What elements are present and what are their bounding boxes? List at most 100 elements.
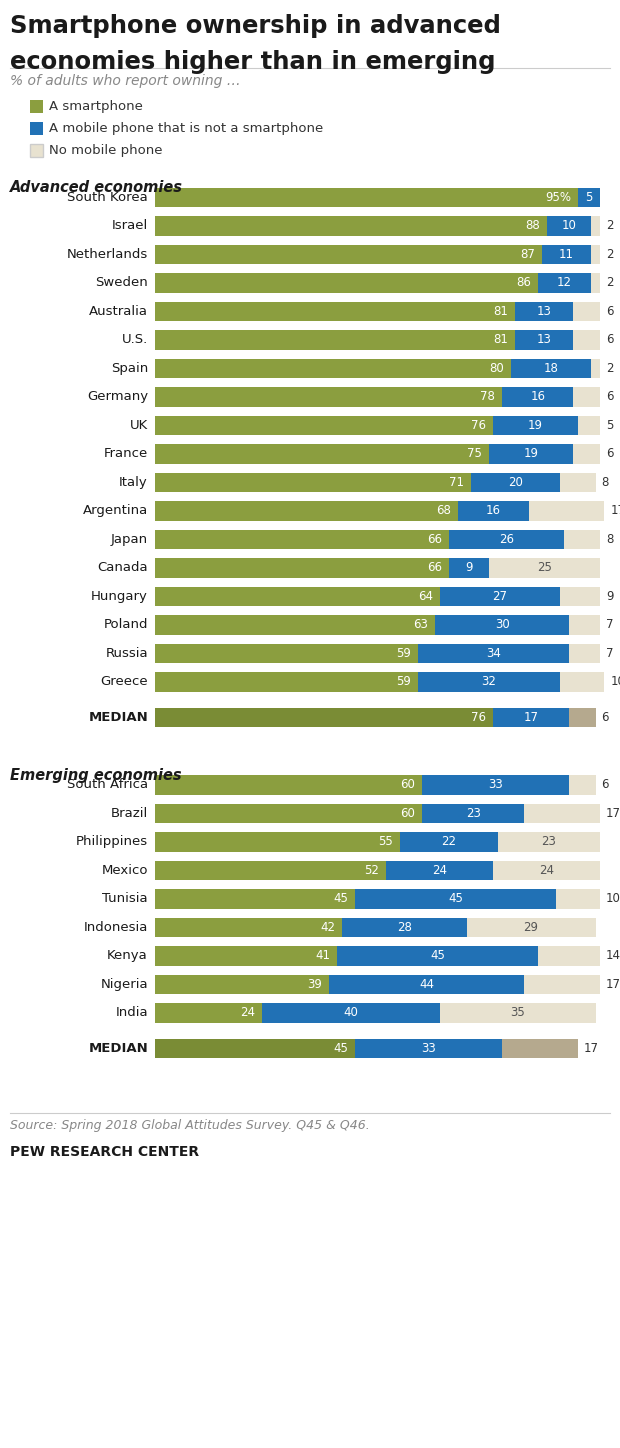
Text: 41: 41: [316, 950, 330, 963]
Bar: [515, 301, 574, 321]
Bar: [502, 1038, 578, 1058]
Text: Brazil: Brazil: [111, 807, 148, 820]
Text: 14: 14: [606, 950, 620, 963]
Text: MEDIAN: MEDIAN: [88, 1041, 148, 1054]
Text: 10: 10: [562, 219, 576, 232]
Bar: [155, 860, 386, 880]
Text: 13: 13: [537, 333, 552, 346]
Bar: [569, 615, 600, 634]
Text: 2: 2: [606, 219, 614, 232]
Text: 5: 5: [585, 191, 593, 204]
Bar: [525, 975, 600, 993]
Bar: [569, 708, 596, 727]
Text: Indonesia: Indonesia: [84, 921, 148, 934]
Bar: [489, 557, 600, 578]
Text: 42: 42: [320, 921, 335, 934]
Bar: [155, 643, 417, 663]
Bar: [30, 100, 43, 113]
Bar: [30, 143, 43, 156]
Bar: [155, 918, 342, 937]
Text: 33: 33: [488, 778, 503, 791]
Text: 81: 81: [494, 333, 508, 346]
Text: 45: 45: [448, 892, 463, 905]
Bar: [155, 501, 458, 520]
Bar: [155, 615, 435, 634]
Text: 17: 17: [606, 977, 620, 990]
Text: 19: 19: [528, 418, 543, 432]
Bar: [155, 833, 400, 851]
Bar: [355, 889, 556, 908]
Bar: [564, 530, 600, 549]
Text: South Africa: South Africa: [67, 778, 148, 791]
Text: Mexico: Mexico: [102, 864, 148, 876]
Bar: [449, 557, 489, 578]
Text: 68: 68: [436, 504, 451, 517]
Text: Russia: Russia: [105, 647, 148, 660]
Text: 18: 18: [544, 362, 559, 375]
Bar: [569, 775, 596, 795]
Bar: [422, 804, 525, 822]
Text: 27: 27: [492, 589, 507, 602]
Bar: [493, 708, 569, 727]
Text: 86: 86: [516, 277, 531, 290]
Text: 60: 60: [400, 778, 415, 791]
Bar: [560, 586, 600, 607]
Text: 22: 22: [441, 835, 456, 849]
Bar: [155, 889, 355, 908]
Text: 78: 78: [480, 391, 495, 403]
Text: 32: 32: [481, 675, 496, 688]
Text: 17: 17: [584, 1041, 599, 1054]
Text: Israel: Israel: [112, 219, 148, 232]
Text: 87: 87: [520, 248, 535, 261]
Text: 35: 35: [510, 1006, 525, 1019]
Text: 34: 34: [485, 647, 500, 660]
Text: 80: 80: [489, 362, 504, 375]
Bar: [155, 1038, 355, 1058]
Text: 39: 39: [307, 977, 322, 990]
Text: Italy: Italy: [119, 476, 148, 489]
Bar: [493, 416, 578, 434]
Text: 6: 6: [601, 711, 609, 724]
Text: 76: 76: [471, 418, 486, 432]
Bar: [560, 672, 604, 692]
Bar: [342, 918, 466, 937]
Text: France: France: [104, 447, 148, 460]
Text: 2: 2: [606, 248, 614, 261]
Text: 11: 11: [559, 248, 574, 261]
Bar: [556, 889, 600, 908]
Text: 71: 71: [449, 476, 464, 489]
Text: 10: 10: [611, 675, 620, 688]
Text: 6: 6: [606, 447, 614, 460]
Text: Germany: Germany: [87, 391, 148, 403]
Text: India: India: [115, 1006, 148, 1019]
Bar: [155, 975, 329, 993]
Bar: [262, 1003, 440, 1022]
Text: 7: 7: [606, 618, 614, 631]
Bar: [155, 330, 515, 349]
Text: 17: 17: [606, 807, 620, 820]
Text: 29: 29: [523, 921, 539, 934]
Text: 10: 10: [606, 892, 620, 905]
Text: Emerging economies: Emerging economies: [10, 767, 182, 782]
Text: PEW RESEARCH CENTER: PEW RESEARCH CENTER: [10, 1144, 199, 1158]
Bar: [440, 1003, 596, 1022]
Bar: [155, 387, 502, 407]
Bar: [502, 387, 574, 407]
Bar: [155, 187, 578, 207]
Text: 52: 52: [365, 864, 379, 876]
Bar: [489, 445, 574, 463]
Text: 44: 44: [419, 977, 434, 990]
Text: 24: 24: [539, 864, 554, 876]
Bar: [355, 1038, 502, 1058]
Bar: [155, 245, 542, 264]
Text: Japan: Japan: [111, 533, 148, 546]
Text: 30: 30: [495, 618, 510, 631]
Text: 66: 66: [427, 533, 441, 546]
Bar: [155, 672, 417, 692]
Text: 9: 9: [465, 562, 472, 575]
Bar: [417, 672, 560, 692]
Bar: [422, 775, 569, 795]
Text: 2: 2: [606, 362, 614, 375]
Text: Greece: Greece: [100, 675, 148, 688]
Bar: [155, 301, 515, 321]
